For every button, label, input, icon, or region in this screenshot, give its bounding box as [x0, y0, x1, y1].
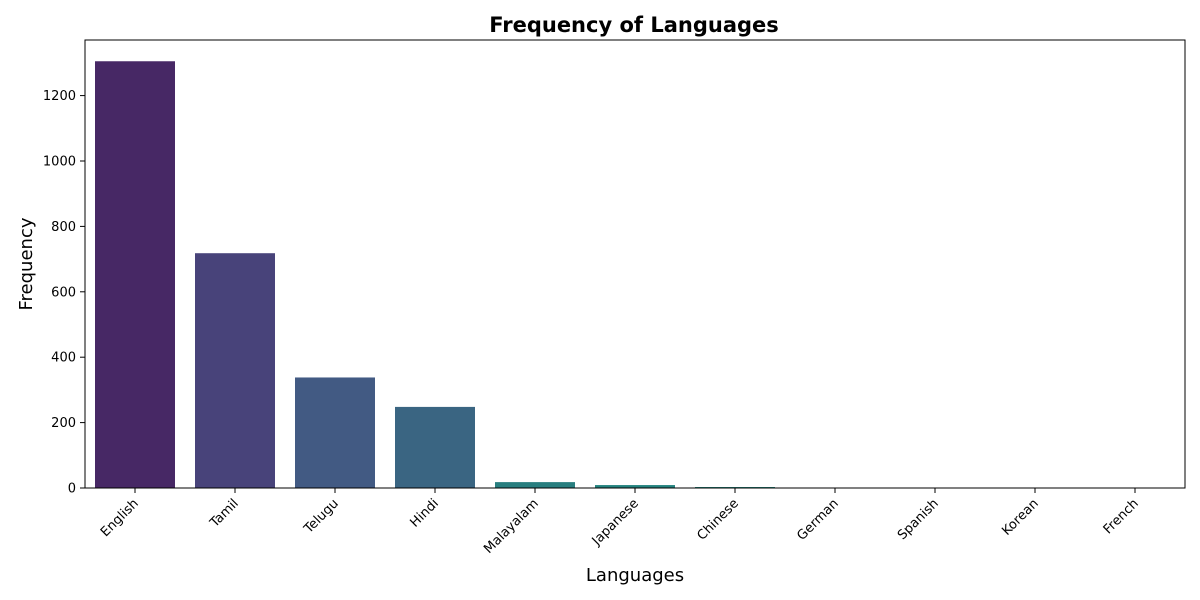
bar-telugu — [295, 377, 375, 488]
y-tick-label: 800 — [51, 220, 76, 235]
y-tick-label: 200 — [51, 416, 76, 431]
y-tick-label: 600 — [51, 285, 76, 300]
bar-english — [95, 61, 175, 489]
y-axis-title: Frequency — [16, 217, 37, 310]
y-tick-label: 1000 — [43, 154, 76, 169]
y-axis: 0 200 400 600 800 1000 1200 — [43, 89, 85, 497]
y-tick-label: 400 — [51, 351, 76, 366]
bars-group — [95, 61, 1175, 489]
x-axis-title: Languages — [586, 565, 684, 586]
y-tick-label: 0 — [68, 482, 76, 497]
y-tick-label: 1200 — [43, 89, 76, 104]
plot-frame — [84, 39, 1186, 489]
bar-malayalam — [495, 482, 575, 488]
bar-hindi — [395, 406, 475, 488]
bar-tamil — [195, 253, 275, 488]
bar-japanese — [595, 485, 675, 488]
chart-title: Frequency of Languages — [489, 13, 779, 37]
